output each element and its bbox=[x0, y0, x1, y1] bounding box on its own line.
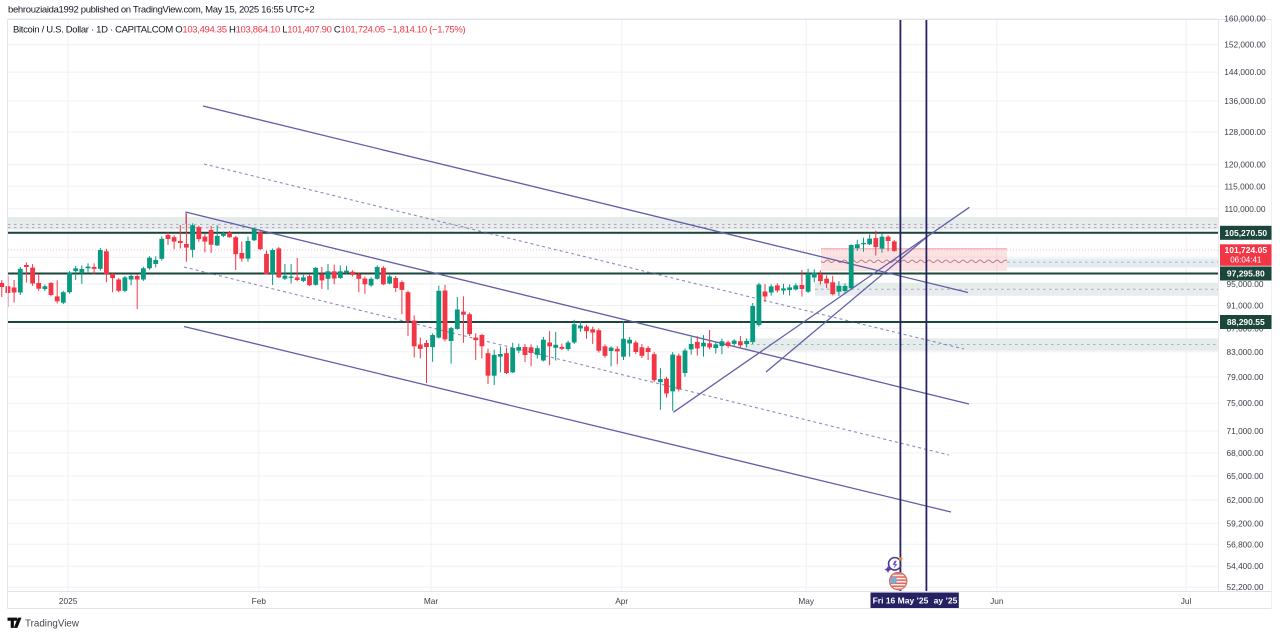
svg-text:115,000.00: 115,000.00 bbox=[1225, 181, 1266, 191]
svg-text:ay ’25: ay ’25 bbox=[934, 596, 958, 606]
svg-text:2025: 2025 bbox=[59, 596, 78, 606]
svg-text:Jun: Jun bbox=[990, 596, 1004, 606]
svg-text:152,000.00: 152,000.00 bbox=[1224, 40, 1266, 50]
svg-text:101,724.05: 101,724.05 bbox=[1225, 245, 1268, 255]
svg-text:65,000.00: 65,000.00 bbox=[1227, 471, 1264, 481]
svg-text:Fri 16 May ’25: Fri 16 May ’25 bbox=[873, 596, 929, 606]
svg-text:Feb: Feb bbox=[252, 596, 267, 606]
svg-text:79,000.00: 79,000.00 bbox=[1227, 372, 1264, 382]
svg-text:144,000.00: 144,000.00 bbox=[1224, 67, 1266, 77]
svg-text:128,000.00: 128,000.00 bbox=[1224, 127, 1266, 137]
svg-text:Mar: Mar bbox=[424, 596, 439, 606]
svg-text:Apr: Apr bbox=[615, 596, 628, 606]
svg-text:Bitcoin / U.S. Dollar · 1D · C: Bitcoin / U.S. Dollar · 1D · CAPITALCOM … bbox=[13, 25, 466, 36]
svg-text:May: May bbox=[798, 596, 815, 606]
svg-text:56,800.00: 56,800.00 bbox=[1227, 539, 1264, 549]
svg-text:95,000.00: 95,000.00 bbox=[1227, 279, 1264, 289]
svg-text:160,000.00: 160,000.00 bbox=[1224, 14, 1266, 24]
svg-text:83,000.00: 83,000.00 bbox=[1227, 347, 1264, 357]
svg-text:52,200.00: 52,200.00 bbox=[1227, 582, 1264, 592]
svg-text:105,270.50: 105,270.50 bbox=[1225, 228, 1268, 238]
svg-text:71,000.00: 71,000.00 bbox=[1227, 426, 1264, 436]
svg-text:Jul: Jul bbox=[1181, 596, 1192, 606]
svg-text:120,000.00: 120,000.00 bbox=[1224, 160, 1266, 170]
svg-text:TradingView: TradingView bbox=[25, 618, 80, 629]
svg-text:54,400.00: 54,400.00 bbox=[1227, 561, 1264, 571]
svg-text:62,000.00: 62,000.00 bbox=[1227, 495, 1264, 505]
svg-text:59,200.00: 59,200.00 bbox=[1227, 518, 1264, 528]
svg-text:68,000.00: 68,000.00 bbox=[1227, 448, 1264, 458]
svg-text:behrouziaida1992 published on: behrouziaida1992 published on TradingVie… bbox=[8, 5, 314, 16]
svg-text:110,000.00: 110,000.00 bbox=[1225, 204, 1266, 214]
svg-text:91,000.00: 91,000.00 bbox=[1227, 301, 1264, 311]
svg-text:75,000.00: 75,000.00 bbox=[1227, 398, 1264, 408]
svg-text:88,290.55: 88,290.55 bbox=[1227, 317, 1265, 327]
svg-text:97,295.80: 97,295.80 bbox=[1227, 269, 1265, 279]
svg-text:136,000.00: 136,000.00 bbox=[1224, 96, 1266, 106]
svg-text:06:04:41: 06:04:41 bbox=[1230, 256, 1262, 265]
